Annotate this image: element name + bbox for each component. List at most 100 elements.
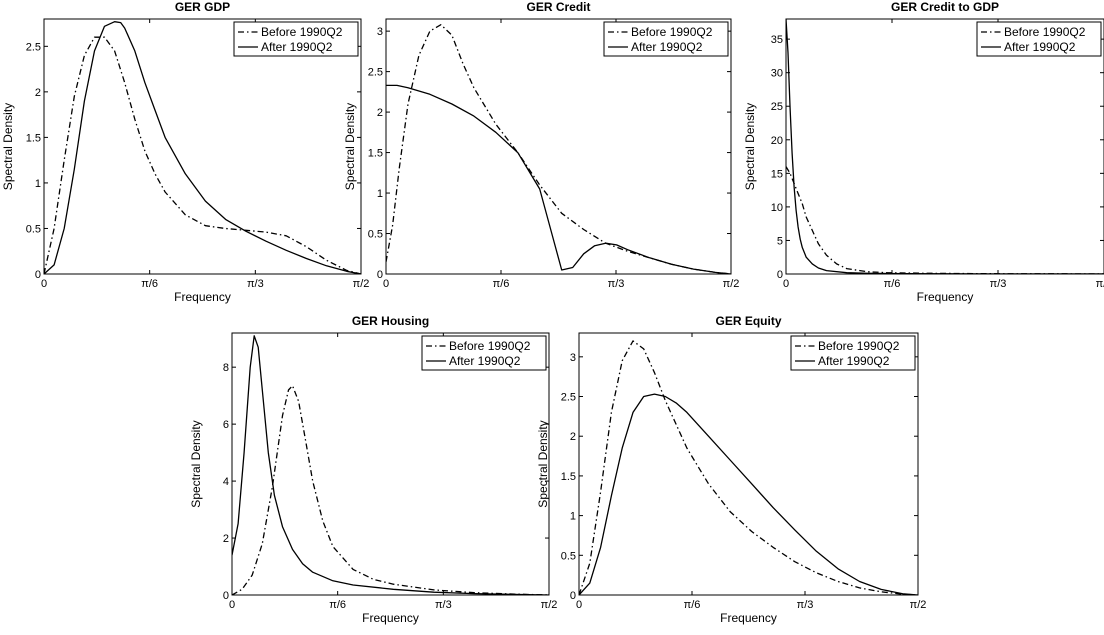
y-tick-label: 1 (570, 511, 576, 523)
series-line-after (579, 393, 918, 595)
plot-frame (785, 18, 1104, 275)
legend-entry: After 1990Q2 (818, 354, 890, 368)
y-tick-label: 0 (377, 269, 383, 281)
x-tick-label: 0 (229, 599, 235, 611)
chart-title: GER Equity (715, 314, 781, 328)
y-tick-label: 4 (223, 476, 229, 488)
y-tick-label: 2.5 (368, 67, 383, 79)
y-tick-label: 1 (35, 178, 41, 190)
y-tick-label: 0.5 (368, 229, 383, 241)
x-tick-label: π/6 (141, 278, 158, 290)
x-tick-label: 0 (383, 278, 389, 290)
y-axis-label: Spectral Density (343, 103, 357, 190)
y-tick-label: 2 (223, 533, 229, 545)
legend-box (603, 21, 729, 57)
y-axis-label: Spectral Density (189, 420, 203, 507)
x-tick-label: π/3 (797, 599, 814, 611)
legend-entry: Before 1990Q2 (1004, 25, 1086, 39)
series-line-before (44, 36, 361, 274)
x-tick-label: π/6 (329, 599, 346, 611)
y-tick-label: 3 (570, 352, 576, 364)
x-tick-label: π/6 (493, 278, 510, 290)
y-tick-label: 0.5 (26, 223, 41, 235)
y-tick-label: 2.5 (26, 41, 41, 53)
x-axis-label: Frequency (917, 290, 974, 304)
series-line-after (386, 84, 731, 274)
legend-entry: Before 1990Q2 (631, 25, 713, 39)
y-tick-label: 0.5 (561, 550, 576, 562)
y-tick-label: 1.5 (561, 471, 576, 483)
y-tick-label: 2 (570, 431, 576, 443)
y-axis-label: Spectral Density (743, 103, 757, 190)
series-line-before (232, 385, 549, 595)
y-tick-label: 10 (771, 202, 783, 214)
plot-frame (385, 18, 732, 275)
chart-panel-1: 0 π/6 π/3 π/2 0 0.5 1 1.5 2 2.5 3 GER Credit Spectra… (343, 0, 739, 290)
y-tick-label: 0 (35, 269, 41, 281)
y-tick-label: 15 (771, 168, 783, 180)
x-tick-label: π/3 (990, 278, 1007, 290)
chart-panel-2: 0 π/6 π/3 π/2 0 5 10 15 20 25 30 35 GER Credit to GD… (743, 0, 1104, 304)
legend-box (976, 21, 1102, 57)
series-line-before (786, 166, 1104, 274)
x-axis-label: Frequency (362, 611, 419, 625)
legend-entry: After 1990Q2 (261, 40, 333, 54)
y-tick-label: 2 (35, 87, 41, 99)
legend-entry: After 1990Q2 (449, 354, 521, 368)
series-line-before (386, 24, 731, 274)
y-tick-label: 2 (377, 107, 383, 119)
series-line-after (232, 335, 549, 595)
y-tick-label: 1 (377, 188, 383, 200)
y-tick-label: 0 (570, 590, 576, 602)
y-axis-label: Spectral Density (1, 103, 15, 190)
chart-panel-0: 0 π/6 π/3 π/2 0 0.5 1 1.5 2 2.5 GER GDP Frequency Sp… (1, 0, 369, 304)
y-tick-label: 1.5 (368, 148, 383, 160)
y-tick-label: 8 (223, 362, 229, 374)
plot-frame (231, 332, 550, 596)
y-tick-label: 30 (771, 68, 783, 80)
x-tick-label: 0 (576, 599, 582, 611)
y-tick-label: 0 (777, 269, 783, 281)
chart-title: GER GDP (175, 0, 230, 14)
legend-entry: Before 1990Q2 (261, 25, 343, 39)
chart-panel-4: 0 π/6 π/3 π/2 0 0.5 1 1.5 2 2.5 3 GER Equity Frequen… (536, 314, 926, 625)
x-tick-label: π/2 (353, 278, 370, 290)
x-tick-label: π/2 (910, 599, 927, 611)
y-axis-label: Spectral Density (536, 420, 550, 507)
y-tick-label: 2.5 (561, 392, 576, 404)
y-tick-label: 35 (771, 34, 783, 46)
x-axis-label: Frequency (720, 611, 777, 625)
y-tick-label: 25 (771, 101, 783, 113)
y-tick-label: 3 (377, 26, 383, 38)
x-tick-label: 0 (41, 278, 47, 290)
legend-entry: Before 1990Q2 (449, 339, 531, 353)
x-tick-label: π/2 (1096, 278, 1104, 290)
x-tick-label: π/3 (247, 278, 264, 290)
chart-title: GER Credit (526, 0, 590, 14)
chart-title: GER Housing (352, 314, 429, 328)
y-tick-label: 5 (777, 235, 783, 247)
series-line-before (579, 340, 918, 595)
series-line-after (786, 19, 1104, 274)
x-tick-label: π/6 (884, 278, 901, 290)
legend-box (233, 21, 359, 57)
y-tick-label: 20 (771, 135, 783, 147)
plot-frame (578, 332, 919, 596)
legend-entry: Before 1990Q2 (818, 339, 900, 353)
x-axis-label: Frequency (174, 290, 231, 304)
x-tick-label: π/3 (435, 599, 452, 611)
legend-box (421, 335, 547, 371)
plot-frame (43, 18, 362, 275)
series-line-after (44, 21, 361, 274)
chart-panel-3: 0 π/6 π/3 π/2 0 2 4 6 8 GER Housing Frequency Spect… (189, 314, 557, 625)
y-tick-label: 0 (223, 590, 229, 602)
x-tick-label: π/2 (723, 278, 740, 290)
y-tick-label: 6 (223, 419, 229, 431)
legend-entry: After 1990Q2 (631, 40, 703, 54)
x-tick-label: π/3 (608, 278, 625, 290)
